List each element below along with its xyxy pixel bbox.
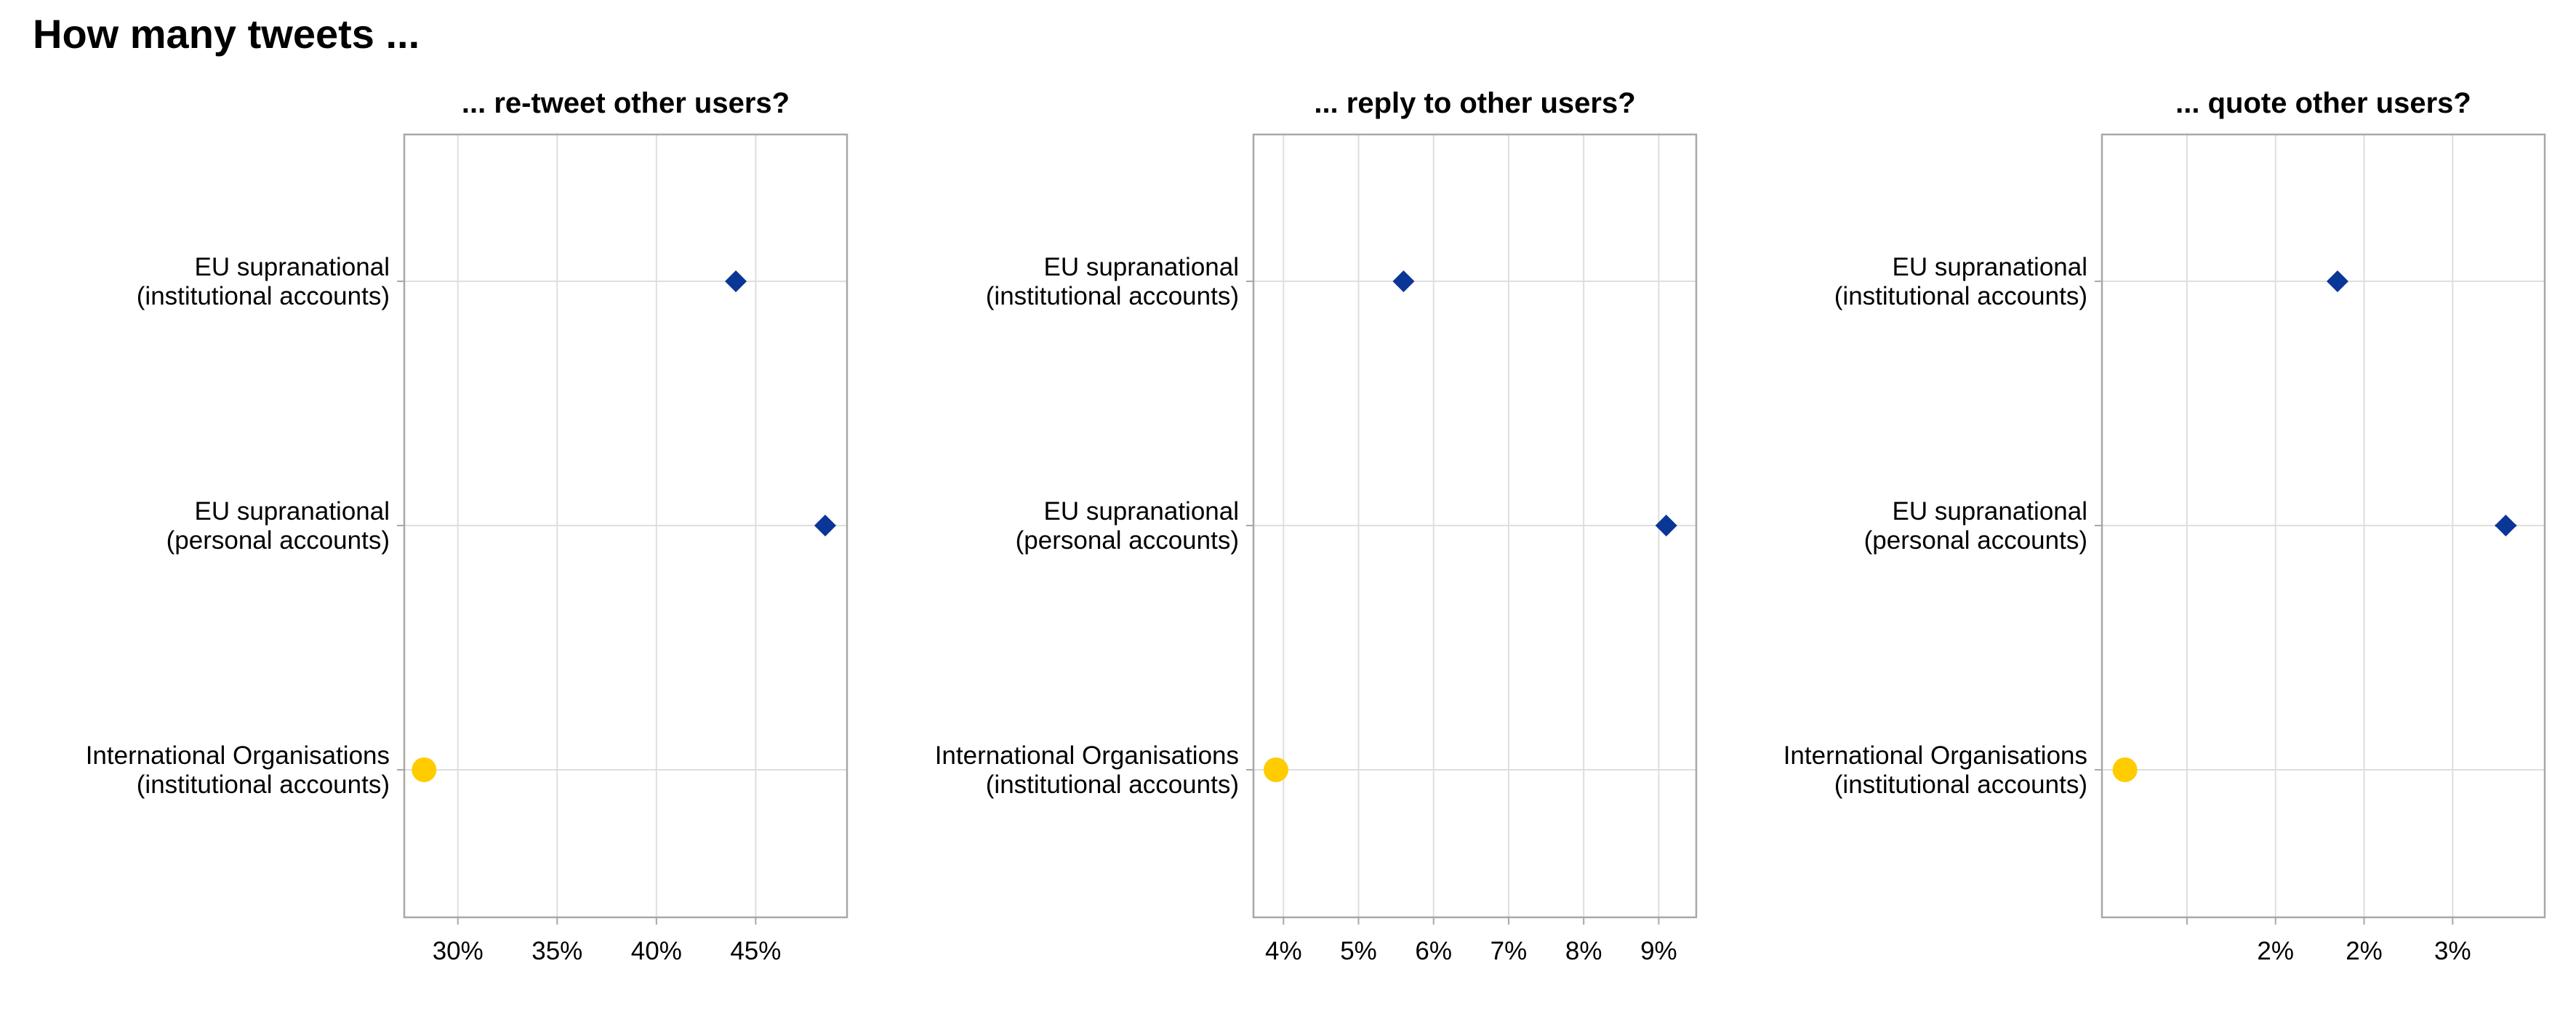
category-label: EU supranational (personal accounts) bbox=[1016, 497, 1239, 555]
x-tick-label: 7% bbox=[1490, 937, 1528, 965]
data-point-international-orgs bbox=[1263, 757, 1288, 782]
chart-panel-1: ... re-tweet other users? EU supranationa… bbox=[86, 87, 848, 965]
data-point-eu bbox=[2326, 270, 2348, 292]
chart-panel-2: ... reply to other users? EU supranationa… bbox=[935, 87, 1698, 965]
x-tick-label: 45% bbox=[730, 937, 781, 965]
x-tick-label: 8% bbox=[1565, 937, 1602, 965]
x-tick-label: 40% bbox=[631, 937, 682, 965]
x-tick-label: 30% bbox=[433, 937, 483, 965]
category-label: International Organisations (institutiona… bbox=[1783, 741, 2087, 799]
x-tick-label: 5% bbox=[1340, 937, 1377, 965]
category-label: EU supranational (personal accounts) bbox=[166, 497, 390, 555]
x-tick-label: 3% bbox=[2434, 937, 2471, 965]
data-point-international-orgs bbox=[2112, 757, 2138, 782]
page-title: How many tweets ... bbox=[33, 11, 420, 57]
category-label: International Organisations (institutiona… bbox=[86, 741, 390, 799]
x-tick-label: 9% bbox=[1640, 937, 1677, 965]
data-point-eu bbox=[1392, 270, 1415, 292]
panel-title: ... re-tweet other users? bbox=[462, 87, 790, 119]
category-label: EU supranational (personal accounts) bbox=[1864, 497, 2087, 555]
data-point-international-orgs bbox=[412, 757, 437, 782]
x-tick-label: 35% bbox=[531, 937, 582, 965]
data-point-eu bbox=[725, 270, 747, 292]
panel-title: ... quote other users? bbox=[2175, 87, 2471, 119]
x-tick-label: 6% bbox=[1415, 937, 1452, 965]
category-label: EU supranational (institutional accounts) bbox=[986, 253, 1239, 310]
category-label: EU supranational (institutional accounts) bbox=[137, 253, 390, 310]
data-point-eu bbox=[2495, 515, 2517, 536]
panel-title: ... reply to other users? bbox=[1314, 87, 1635, 119]
data-point-eu bbox=[814, 515, 836, 536]
x-tick-label: 4% bbox=[1265, 937, 1302, 965]
category-label: EU supranational (institutional accounts) bbox=[1834, 253, 2087, 310]
category-label: International Organisations (institutiona… bbox=[935, 741, 1239, 799]
chart-panel-3: ... quote other users? EU supranational (i… bbox=[1783, 87, 2546, 965]
x-tick-label: 2% bbox=[2346, 937, 2383, 965]
data-point-eu bbox=[1655, 515, 1677, 536]
x-tick-label: 2% bbox=[2257, 937, 2294, 965]
